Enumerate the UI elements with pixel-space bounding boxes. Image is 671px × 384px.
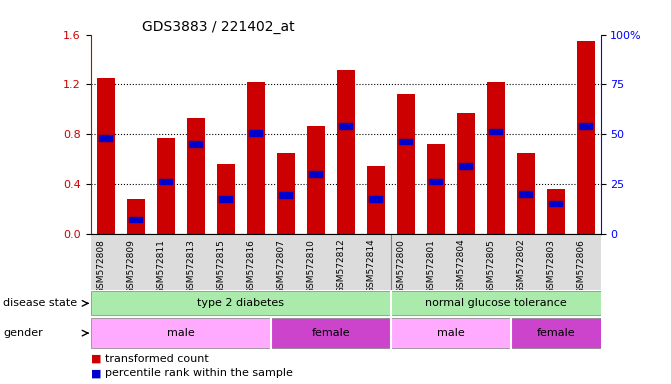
- Bar: [397, 94, 415, 234]
- Bar: [366, 166, 384, 234]
- Bar: [391, 291, 601, 316]
- Text: ■: ■: [91, 368, 101, 378]
- Bar: [309, 171, 322, 177]
- Text: male: male: [166, 328, 195, 338]
- Bar: [127, 199, 144, 234]
- Text: GSM572810: GSM572810: [307, 239, 315, 294]
- Bar: [399, 139, 412, 144]
- Text: gender: gender: [3, 328, 43, 338]
- Bar: [99, 135, 112, 141]
- Bar: [456, 113, 474, 234]
- Text: percentile rank within the sample: percentile rank within the sample: [105, 368, 293, 378]
- Bar: [427, 144, 445, 234]
- Text: GSM572800: GSM572800: [397, 239, 405, 294]
- Text: GSM572802: GSM572802: [517, 239, 525, 293]
- Bar: [486, 82, 505, 234]
- Bar: [339, 123, 352, 129]
- Bar: [219, 196, 232, 202]
- Bar: [249, 130, 262, 136]
- Bar: [279, 192, 292, 198]
- Text: type 2 diabetes: type 2 diabetes: [197, 298, 284, 308]
- Bar: [579, 123, 592, 129]
- Bar: [337, 70, 354, 234]
- Bar: [511, 318, 601, 348]
- Bar: [549, 200, 562, 206]
- Bar: [429, 179, 442, 184]
- Text: female: female: [311, 328, 350, 338]
- Bar: [156, 138, 174, 234]
- Bar: [91, 291, 391, 316]
- Bar: [369, 196, 382, 202]
- Bar: [129, 217, 142, 222]
- Bar: [187, 118, 205, 234]
- Text: female: female: [536, 328, 575, 338]
- Text: GSM572804: GSM572804: [456, 239, 466, 293]
- Bar: [517, 153, 535, 234]
- Bar: [276, 153, 295, 234]
- Text: GSM572807: GSM572807: [276, 239, 286, 294]
- Bar: [519, 191, 532, 197]
- Text: GDS3883 / 221402_at: GDS3883 / 221402_at: [142, 20, 294, 33]
- Text: GSM572806: GSM572806: [576, 239, 586, 294]
- Text: GSM572816: GSM572816: [246, 239, 256, 294]
- Text: GSM572811: GSM572811: [156, 239, 166, 294]
- Bar: [307, 126, 325, 234]
- Bar: [391, 318, 511, 348]
- Text: GSM572812: GSM572812: [337, 239, 346, 293]
- Text: male: male: [437, 328, 464, 338]
- Bar: [489, 129, 502, 134]
- Bar: [159, 179, 172, 184]
- Text: GSM572801: GSM572801: [427, 239, 435, 294]
- Text: GSM572803: GSM572803: [547, 239, 556, 294]
- Bar: [97, 78, 115, 234]
- Text: GSM572813: GSM572813: [187, 239, 195, 294]
- Text: GSM572814: GSM572814: [366, 239, 376, 293]
- Text: normal glucose tolerance: normal glucose tolerance: [425, 298, 566, 308]
- Text: GSM572805: GSM572805: [486, 239, 496, 294]
- Bar: [576, 41, 595, 234]
- Text: GSM572809: GSM572809: [127, 239, 136, 294]
- Bar: [91, 318, 270, 348]
- Text: GSM572808: GSM572808: [97, 239, 105, 294]
- Bar: [246, 82, 264, 234]
- Bar: [270, 318, 391, 348]
- Bar: [189, 141, 202, 147]
- Bar: [217, 164, 235, 234]
- Text: disease state: disease state: [3, 298, 77, 308]
- Bar: [459, 163, 472, 169]
- Text: ■: ■: [91, 354, 101, 364]
- Text: GSM572815: GSM572815: [217, 239, 225, 294]
- Text: transformed count: transformed count: [105, 354, 209, 364]
- Bar: [547, 189, 564, 234]
